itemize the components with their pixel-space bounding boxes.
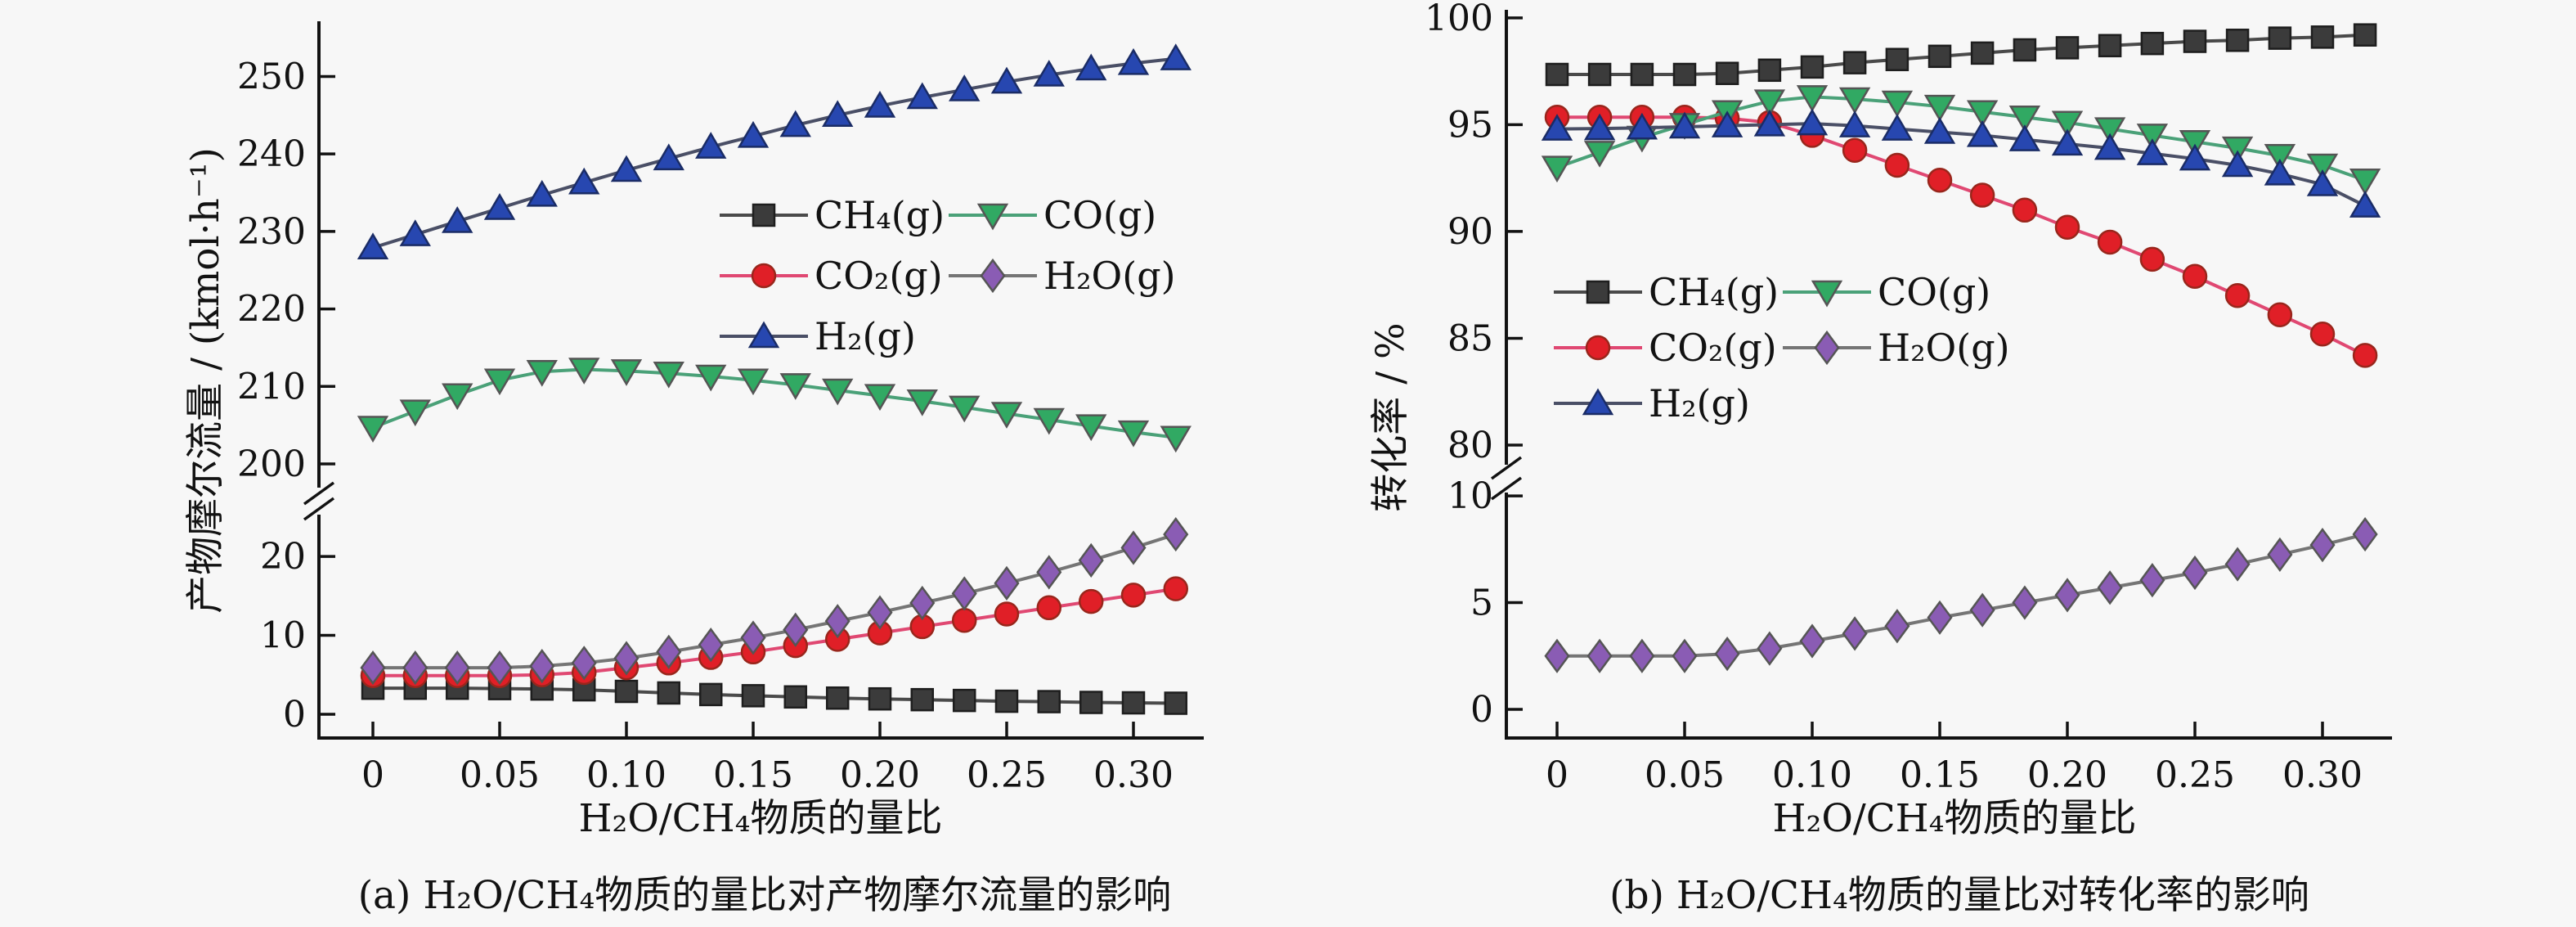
legend-b: CH₄(g) CO(g) CO₂(g) H₂O(g) H₂(g) [1554, 270, 2010, 425]
panel-b-x-axis-title: H₂O/CH₄物质的量比 [1773, 796, 2137, 841]
panel-a-y-axis-title: 产物摩尔流量 / (kmol·h⁻¹) [183, 147, 228, 614]
x-tick-labels-a: 0 0.05 0.10 0.15 0.20 0.25 0.30 [361, 754, 1174, 796]
y-tick-label: 220 [237, 289, 306, 331]
y-tick-label: 0 [283, 694, 306, 736]
series-ch4 [361, 676, 1188, 715]
x-tick-label: 0.20 [2027, 754, 2107, 796]
panel-b-y-axis-title: 转化率 / % [1368, 322, 1413, 511]
y-tick-label: 240 [237, 133, 306, 175]
x-tick-label: 0.10 [1772, 754, 1852, 796]
legend-a: CH₄(g) CO(g) CO₂(g) H₂O(g) H₂(g) [720, 193, 1176, 358]
y-tick-label: 100 [1425, 0, 1493, 39]
x-tick-labels-b: 0 0.05 0.10 0.15 0.20 0.25 0.30 [1546, 754, 2363, 796]
legend-label-co2: CO₂(g) [815, 254, 943, 298]
y-tick-label: 5 [1470, 583, 1493, 624]
legend-label-h2: H₂(g) [815, 314, 916, 358]
legend-label-h2o: H₂O(g) [1878, 326, 2010, 370]
axes-a [317, 21, 1204, 740]
legend-entry-h2o: H₂O(g) [949, 254, 1176, 298]
axes-b [1505, 10, 2392, 740]
legend-entry-ch4: CH₄(g) [720, 193, 945, 237]
x-tick-label: 0.25 [2155, 754, 2235, 796]
y-ticks-a [319, 74, 335, 716]
series-h2 [357, 43, 1192, 260]
legend-entry-co2: CO₂(g) [1554, 326, 1777, 370]
series-ch4 [1545, 23, 2377, 87]
y-tick-label: 90 [1447, 211, 1493, 253]
x-tick-label: 0.30 [1093, 754, 1174, 796]
series-co [357, 358, 1192, 453]
legend-label-ch4: CH₄(g) [1649, 270, 1779, 314]
x-ticks-b [1555, 722, 2324, 738]
series-h2 [1541, 108, 2381, 218]
x-tick-label: 0 [361, 754, 384, 796]
legend-label-co: CO(g) [1878, 270, 1990, 314]
legend-label-h2o: H₂O(g) [1043, 254, 1176, 298]
panel-a-caption: (a) H₂O/CH₄物质的量比对产物摩尔流量的影响 [358, 873, 1172, 918]
y-tick-labels-a: 200 210 220 230 240 250 0 10 20 [237, 56, 306, 736]
series-h2o [1544, 516, 2378, 673]
x-tick-label: 0.10 [586, 754, 666, 796]
series-h2o [360, 516, 1189, 686]
y-tick-label: 0 [1470, 689, 1493, 731]
x-tick-label: 0.25 [967, 754, 1047, 796]
x-tick-label: 0.30 [2282, 754, 2363, 796]
y-tick-label: 210 [237, 366, 306, 407]
series-co [1541, 85, 2381, 196]
x-tick-label: 0.15 [713, 754, 793, 796]
x-ticks-a [371, 722, 1135, 738]
legend-label-co: CO(g) [1043, 193, 1156, 237]
x-tick-label: 0.15 [1900, 754, 1980, 796]
y-tick-label: 200 [237, 443, 306, 485]
legend-entry-co: CO(g) [1783, 270, 1990, 314]
legend-label-ch4: CH₄(g) [815, 193, 945, 237]
y-tick-label: 250 [237, 56, 306, 97]
x-tick-label: 0.05 [460, 754, 540, 796]
legend-entry-co2: CO₂(g) [720, 254, 943, 298]
x-tick-label: 0.05 [1645, 754, 1725, 796]
y-tick-label: 230 [237, 211, 306, 253]
y-tick-label: 20 [260, 536, 306, 578]
y-tick-label: 10 [1447, 475, 1493, 517]
y-tick-label: 95 [1447, 104, 1493, 146]
y-tick-label: 80 [1447, 425, 1493, 466]
y-axis-break-a [303, 481, 335, 521]
legend-label-h2: H₂(g) [1649, 381, 1750, 425]
legend-entry-h2o: H₂O(g) [1783, 326, 2010, 370]
panel-b-caption: (b) H₂O/CH₄物质的量比对转化率的影响 [1609, 873, 2309, 918]
y-tick-label: 10 [260, 615, 306, 657]
y-tick-labels-b: 80 85 90 95 100 0 5 10 [1425, 0, 1493, 731]
legend-entry-h2: H₂(g) [1554, 381, 1750, 425]
legend-entry-h2: H₂(g) [720, 314, 916, 358]
x-tick-label: 0 [1546, 754, 1568, 796]
panel-a-x-axis-title: H₂O/CH₄物质的量比 [579, 796, 943, 841]
y-tick-label: 85 [1447, 317, 1493, 359]
legend-entry-ch4: CH₄(g) [1554, 270, 1779, 314]
y-axis-break-b [1490, 456, 1523, 501]
legend-entry-co: CO(g) [949, 193, 1156, 237]
legend-label-co2: CO₂(g) [1649, 326, 1777, 370]
x-tick-label: 0.20 [840, 754, 920, 796]
y-ticks-b [1506, 16, 1523, 711]
